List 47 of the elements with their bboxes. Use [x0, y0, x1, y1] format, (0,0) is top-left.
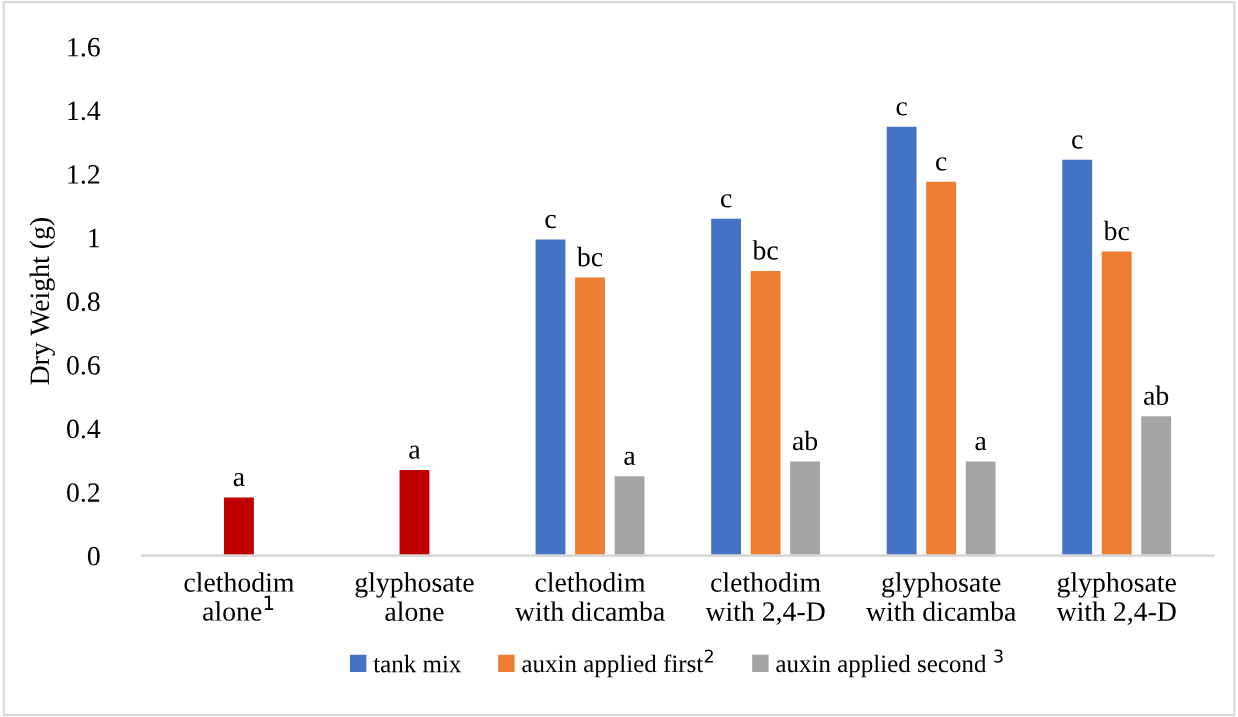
data-label: a [409, 445, 421, 459]
x-tick-label: clethodim alone$^{1}$ [184, 572, 295, 621]
y-tick-label: 1 [89, 228, 100, 248]
bar [1141, 416, 1172, 556]
bar [614, 476, 645, 556]
y-tick-label: 1.4 [68, 101, 101, 121]
bar [886, 126, 917, 556]
data-label: a [624, 451, 636, 465]
data-label: bc [1103, 220, 1129, 241]
bar [535, 239, 566, 556]
data-label: c [936, 157, 947, 171]
data-label: a [233, 472, 245, 487]
data-label: ab [1144, 385, 1169, 406]
data-label: ab [792, 430, 818, 451]
y-tick-label: 0 [87, 546, 100, 566]
y-tick-label: 0.2 [67, 483, 100, 503]
y-tick-label: 0.8 [67, 292, 100, 312]
y-axis-title: Dry Weight (g) [29, 218, 55, 385]
legend-label: tank mix [373, 654, 462, 673]
bar [711, 218, 741, 556]
data-label: bc [576, 246, 603, 267]
bar [224, 497, 254, 556]
y-tick-label: 0.6 [67, 355, 100, 375]
bar [926, 181, 957, 556]
data-label: c [1072, 135, 1083, 149]
bar [750, 270, 781, 556]
bar [1062, 159, 1093, 556]
x-tick-label: glyphosate with 2,4-D [1056, 572, 1176, 626]
y-tick-label: 1.2 [68, 165, 100, 184]
x-tick-label: clethodim with dicamba [514, 572, 665, 621]
data-label: c [720, 194, 732, 208]
y-tick-label: 1.6 [68, 37, 100, 57]
x-tick-label: glyphosate alone [355, 572, 474, 622]
x-tick-label: clethodim with 2,4-D [705, 572, 825, 625]
legend-label: auxin applied second $^{3}$ [776, 649, 1003, 678]
bar [399, 470, 430, 556]
x-tick-label: glyphosate with dicamba [865, 572, 1016, 622]
data-label: c [896, 102, 907, 116]
legend-label: auxin applied first$^{2}$ [522, 649, 713, 678]
data-label: c [545, 214, 556, 229]
bar [1101, 251, 1132, 556]
bar [575, 277, 605, 556]
data-label: bc [752, 240, 778, 260]
bar [965, 461, 996, 556]
bar [790, 461, 820, 556]
y-tick-label: 0.4 [67, 419, 101, 439]
data-label: a [975, 436, 987, 451]
